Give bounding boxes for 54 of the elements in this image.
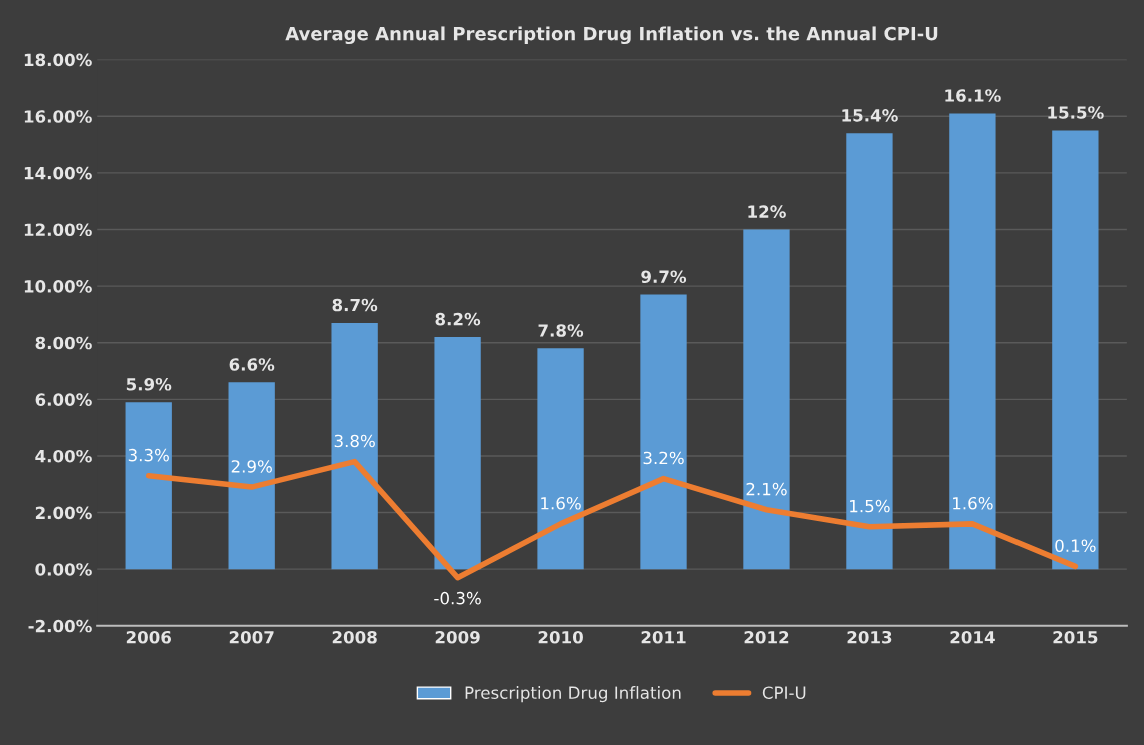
- data-label: 2.9%: [231, 460, 272, 473]
- data-label: 16.1%: [945, 89, 1001, 102]
- bar: [640, 294, 687, 570]
- data-label: 3.2%: [643, 451, 684, 465]
- data-label: 15.4%: [842, 109, 898, 122]
- bar: [331, 322, 378, 570]
- y-tick-label: 14.00%: [24, 166, 92, 180]
- x-tick-label: 2007: [229, 630, 274, 644]
- data-label: 8.2%: [435, 312, 481, 326]
- legend-label: CPI-U: [762, 686, 806, 699]
- y-tick-label: 4.00%: [35, 449, 92, 463]
- bar: [125, 402, 172, 570]
- y-tick-label: 12.00%: [24, 223, 92, 237]
- data-label: 1.6%: [541, 496, 581, 510]
- y-tick-label: 10.00%: [24, 280, 92, 293]
- data-label: 1.5%: [850, 499, 890, 513]
- x-tick-label: 2010: [538, 630, 583, 644]
- data-label: 0.1%: [1055, 539, 1096, 553]
- chart-title: Average Annual Prescription Drug Inflation vs. the Annual CPI-U: [285, 26, 938, 45]
- x-tick-label: 2014: [950, 630, 995, 644]
- x-tick-label: 2012: [744, 630, 789, 644]
- y-tick-label: 6.00%: [35, 393, 92, 406]
- y-tick-label: 8.00%: [35, 336, 92, 350]
- data-label: 3.3%: [128, 448, 169, 462]
- data-label: 7.8%: [538, 324, 584, 337]
- y-tick-label: 2.00%: [35, 506, 92, 520]
- x-tick-label: 2006: [126, 630, 172, 644]
- data-label: 1.6%: [953, 496, 993, 510]
- x-tick-label: 2008: [332, 630, 377, 644]
- bar: [743, 229, 790, 570]
- bar: [537, 348, 584, 570]
- data-label: -0.3%: [434, 591, 481, 605]
- data-label: 9.7%: [641, 270, 687, 284]
- legend-label: Prescription Drug Inflation: [465, 686, 681, 703]
- data-label: 6.6%: [229, 358, 275, 371]
- x-tick-label: 2011: [641, 630, 686, 644]
- data-label: 15.5%: [1048, 106, 1104, 119]
- data-label: 5.9%: [126, 377, 172, 391]
- x-tick-label: 2013: [847, 630, 892, 644]
- data-label: 12%: [748, 205, 786, 218]
- bar: [1052, 130, 1099, 570]
- bar: [434, 337, 481, 570]
- bar: [949, 113, 996, 570]
- x-tick-label: 2015: [1053, 630, 1098, 644]
- data-label: 2.1%: [746, 482, 787, 496]
- bar: [846, 133, 893, 570]
- y-tick-label: 0.00%: [35, 563, 92, 576]
- data-label: 8.7%: [332, 298, 378, 312]
- y-tick-label: 16.00%: [24, 110, 92, 123]
- y-tick-label: -2.00%: [28, 619, 92, 633]
- data-label: 3.8%: [334, 434, 375, 448]
- x-tick-label: 2009: [435, 630, 480, 644]
- bar: [228, 382, 275, 570]
- y-tick-label: 18.00%: [24, 53, 92, 67]
